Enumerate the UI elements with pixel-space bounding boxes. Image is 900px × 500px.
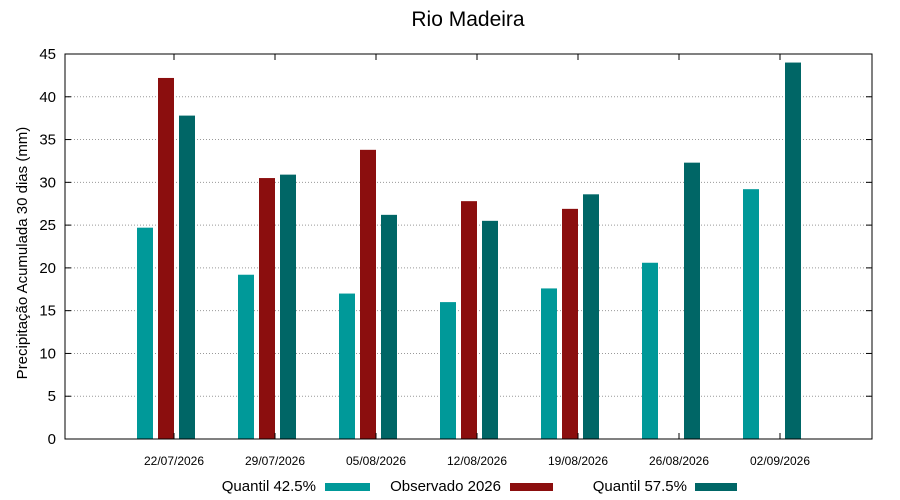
y-tick-label: 20 [39,260,56,277]
legend-label: Quantil 57.5% [593,478,687,495]
bar-quantil-57-5--6 [785,62,801,440]
bars [137,62,801,440]
y-axis-label: Precipitação Acumulada 30 dias (mm) [14,127,31,380]
y-tick-label: 40 [39,89,56,106]
legend-swatch [510,483,553,491]
y-tick-label: 35 [39,132,56,149]
x-tick-label: 29/07/2026 [245,454,305,468]
chart-title: Rio Madeira [411,8,525,31]
bar-quantil-42-5--3 [440,302,456,439]
bar-quantil-57-5--5 [684,162,700,439]
bar-quantil-57-5--4 [583,194,599,439]
bar-quantil-42-5--6 [743,189,759,439]
y-tick-label: 0 [48,431,56,448]
legend-swatch [325,483,370,491]
legend-swatch [695,483,737,491]
plot-frame [64,53,873,440]
y-tick-label: 45 [39,46,56,63]
bar-observado-2026-2 [360,149,376,440]
bar-quantil-42-5--2 [339,293,355,439]
bar-observado-2026-0 [158,77,174,439]
legend-label: Observado 2026 [390,478,501,495]
bar-quantil-42-5--0 [137,227,153,439]
bar-quantil-57-5--2 [381,214,397,439]
x-tick-label: 02/09/2026 [750,454,810,468]
bar-quantil-42-5--1 [238,274,254,439]
y-tick-label: 25 [39,217,56,234]
legend-label: Quantil 42.5% [222,478,316,495]
bar-observado-2026-4 [562,208,578,439]
x-tick-label: 05/08/2026 [346,454,406,468]
y-tick-label: 5 [48,388,56,405]
y-tick-label: 10 [39,345,56,362]
bar-observado-2026-1 [259,178,275,440]
y-tick-label: 15 [39,303,56,320]
bar-quantil-42-5--5 [642,262,658,439]
x-axis: 22/07/2026 29/07/2026 05/08/2026 12/08/2026… [144,54,810,468]
x-tick-label: 26/08/2026 [649,454,709,468]
x-tick-label: 19/08/2026 [548,454,608,468]
x-tick-label: 12/08/2026 [447,454,507,468]
bar-observado-2026-3 [461,201,477,439]
grid-lines [65,96,872,397]
bar-quantil-57-5--0 [179,115,195,439]
y-axis: 0 5 10 15 20 25 30 35 40 45 [39,46,872,448]
bar-quantil-57-5--1 [280,174,296,439]
legend: Quantil 42.5% Observado 2026 Quantil 57.5% [222,478,737,495]
bar-quantil-42-5--4 [541,288,557,439]
x-tick-label: 22/07/2026 [144,454,204,468]
y-tick-label: 30 [39,174,56,191]
bar-quantil-57-5--3 [482,220,498,439]
